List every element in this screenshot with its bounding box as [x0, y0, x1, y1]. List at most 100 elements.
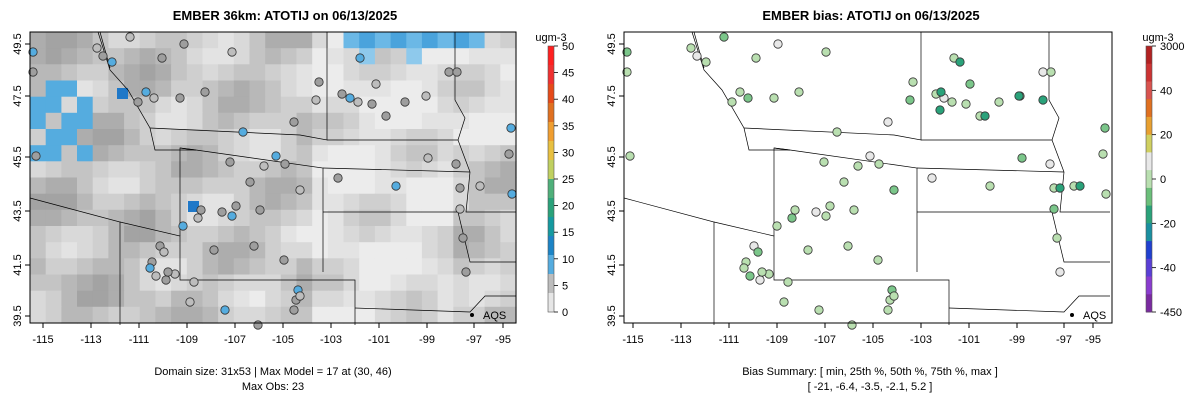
station-point: [947, 97, 957, 107]
smoke-cell: [484, 290, 501, 308]
smoke-cell: [343, 274, 360, 292]
y-tick-label: 43.5: [606, 200, 618, 221]
colorbar-tick-label: 25: [562, 174, 574, 186]
station-point: [381, 111, 391, 121]
smoke-cell: [233, 64, 251, 82]
y-tick-label: 47.5: [606, 85, 618, 106]
smoke-cell: [139, 64, 156, 82]
smoke-cell: [249, 64, 266, 82]
station-point: [727, 97, 737, 107]
x-tick-label: -103: [320, 334, 342, 346]
station-point: [178, 221, 188, 231]
right-map-background: [624, 32, 1112, 323]
smoke-cell: [500, 209, 517, 227]
smoke-cell: [390, 274, 407, 292]
colorbar-segment: [1146, 152, 1152, 171]
smoke-cell: [359, 274, 376, 292]
x-tick-label: -101: [368, 334, 390, 346]
smoke-cell: [77, 48, 94, 65]
smoke-cell: [374, 226, 392, 243]
smoke-cell: [374, 177, 392, 195]
colorbar-tick-label: 0: [1160, 174, 1166, 186]
station-point: [757, 267, 767, 277]
station-point: [769, 93, 779, 103]
smoke-cell: [327, 64, 345, 82]
smoke-cell: [453, 209, 470, 227]
smoke-cell: [296, 193, 313, 211]
smoke-cell: [108, 258, 125, 276]
smoke-cell: [108, 32, 125, 49]
smoke-cell: [108, 96, 125, 114]
smoke-cell: [108, 242, 125, 259]
smoke-cell: [453, 48, 470, 65]
smoke-cell: [327, 209, 345, 227]
smoke-cell: [233, 306, 251, 324]
smoke-cell: [296, 64, 313, 82]
smoke-cell: [280, 209, 298, 227]
smoke-cell: [45, 177, 62, 195]
smoke-cell: [437, 226, 454, 243]
smoke-cell: [437, 177, 454, 195]
left-title: EMBER 36km: ATOTIJ on 06/13/2025: [173, 8, 397, 23]
station-point: [622, 67, 632, 77]
smoke-cell: [469, 145, 486, 162]
smoke-cell: [343, 226, 360, 243]
station-point: [255, 205, 265, 215]
smoke-cell: [265, 161, 282, 179]
station-point: [1049, 204, 1059, 214]
smoke-cell: [280, 64, 298, 82]
colorbar-segment: [548, 46, 554, 66]
smoke-cell: [437, 48, 454, 65]
smoke-cell: [296, 242, 313, 259]
smoke-cell: [171, 64, 188, 82]
smoke-cell: [186, 129, 204, 146]
station-point: [847, 320, 857, 330]
state-border: [354, 295, 516, 313]
smoke-cell: [249, 112, 266, 130]
station-point: [843, 241, 853, 251]
station-point: [889, 291, 899, 301]
station-point: [825, 201, 835, 211]
station-point: [452, 67, 462, 77]
smoke-cell: [312, 145, 329, 162]
smoke-cell: [280, 145, 298, 162]
smoke-cell: [359, 112, 376, 130]
station-point: [455, 183, 465, 193]
x-tick-label: -99: [419, 334, 435, 346]
smoke-cell: [61, 96, 78, 114]
right-y-axis: 39.5 41.5 43.5 45.5 47.5 49.5: [606, 33, 624, 327]
smoke-cell: [359, 258, 376, 276]
smoke-cell: [249, 290, 266, 308]
smoke-cell: [61, 242, 78, 259]
station-point: [686, 43, 696, 53]
smoke-cell: [359, 242, 376, 259]
smoke-cell: [77, 258, 94, 276]
smoke-cell: [437, 96, 454, 114]
smoke-cell: [390, 112, 407, 130]
smoke-cell: [484, 193, 501, 211]
smoke-cell: [406, 258, 423, 276]
smoke-cell: [171, 145, 188, 162]
colorbar-tick-label: 45: [562, 68, 574, 80]
smoke-cell: [186, 112, 204, 130]
smoke-cell: [359, 80, 376, 98]
state-border: [743, 32, 922, 141]
smoke-cell: [45, 226, 62, 243]
smoke-cell: [453, 306, 470, 324]
smoke-cell: [233, 32, 251, 49]
smoke-cell: [390, 290, 407, 308]
smoke-cell: [45, 161, 62, 179]
smoke-cell: [77, 290, 94, 308]
smoke-cell: [312, 290, 329, 308]
smoke-cell: [421, 64, 439, 82]
smoke-cell: [453, 80, 470, 98]
smoke-cell: [469, 129, 486, 146]
station-point: [133, 97, 143, 107]
smoke-cell: [484, 32, 501, 49]
station-point: [271, 151, 281, 161]
smoke-cell: [45, 96, 62, 114]
smoke-cell: [124, 193, 141, 211]
smoke-cell: [77, 32, 94, 49]
